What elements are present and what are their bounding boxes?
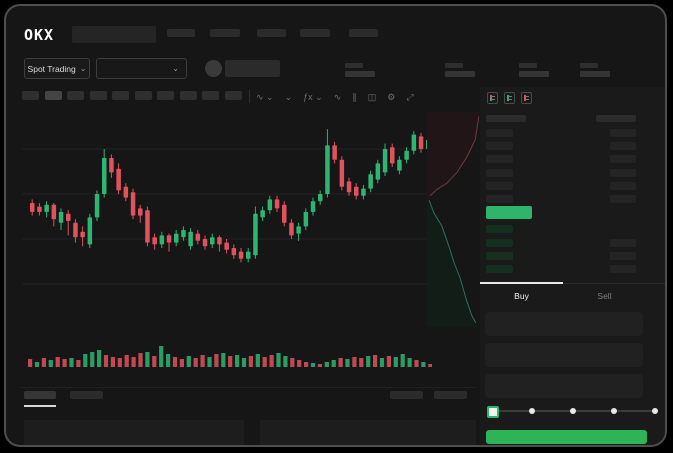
book-combined-icon[interactable] bbox=[487, 92, 498, 104]
ask-amount-placeholder bbox=[610, 169, 636, 177]
ask-amount-placeholder bbox=[610, 142, 636, 150]
tabs-divider bbox=[480, 283, 665, 284]
order-input-field[interactable] bbox=[485, 312, 643, 336]
stat-label-placeholder bbox=[445, 63, 463, 68]
slider-stop[interactable] bbox=[529, 408, 535, 414]
buy-submit-button[interactable] bbox=[486, 430, 647, 444]
timeframe-button[interactable] bbox=[134, 91, 152, 100]
line-tool-icon[interactable]: ∿ bbox=[333, 92, 342, 102]
bottom-tab-history[interactable] bbox=[70, 391, 103, 399]
last-price-badge[interactable] bbox=[486, 206, 532, 219]
tab-buy[interactable]: Buy bbox=[514, 291, 529, 301]
orderbook-price-header bbox=[486, 115, 526, 122]
stat-label-placeholder bbox=[580, 63, 598, 68]
book-bids-icon[interactable] bbox=[504, 92, 515, 104]
stat-label-placeholder bbox=[519, 63, 537, 68]
fullscreen-icon[interactable]: ⤢ bbox=[406, 92, 414, 102]
nav-item-placeholder[interactable] bbox=[257, 29, 286, 37]
bid-amount-placeholder bbox=[610, 239, 636, 247]
bottom-tab-underline bbox=[24, 405, 56, 407]
amount-slider[interactable] bbox=[487, 406, 658, 418]
bid-amount-placeholder bbox=[610, 265, 636, 273]
depth-chart bbox=[427, 112, 480, 327]
bottom-divider bbox=[20, 387, 476, 388]
chevron-down-icon: ⌄ bbox=[79, 63, 87, 73]
candle-style-icon[interactable]: ∿ ⌄ bbox=[256, 92, 274, 102]
nav-item-placeholder[interactable] bbox=[349, 29, 378, 37]
draw-tool-icon[interactable]: ∥ bbox=[352, 92, 357, 102]
timeframe-button[interactable] bbox=[89, 91, 107, 100]
stat-value-placeholder bbox=[445, 71, 475, 77]
order-input-field[interactable] bbox=[485, 374, 643, 398]
search-input[interactable] bbox=[72, 26, 156, 43]
timeframe-button[interactable] bbox=[67, 91, 84, 100]
timeframe-button[interactable] bbox=[112, 91, 129, 100]
bid-price-placeholder[interactable] bbox=[486, 252, 513, 260]
timeframe-button[interactable] bbox=[22, 91, 39, 100]
ask-price-placeholder[interactable] bbox=[486, 155, 513, 163]
bid-price-placeholder[interactable] bbox=[486, 225, 513, 233]
timeframe-button[interactable] bbox=[224, 91, 242, 100]
active-tab-underline bbox=[480, 282, 563, 284]
stat-value-placeholder bbox=[345, 71, 375, 77]
ask-amount-placeholder bbox=[610, 182, 636, 190]
slider-stop[interactable] bbox=[652, 408, 658, 414]
app-frame: OKX Spot Trading ⌄ ⌄ ∿ ⌄ ⌄ ƒx ⌄ ∿ ∥ ◫ ⚙ ⤢ Buy S… bbox=[4, 4, 667, 447]
candlestick-chart[interactable] bbox=[22, 114, 432, 372]
timeframe-button[interactable] bbox=[202, 91, 219, 100]
bid-amount-placeholder bbox=[610, 252, 636, 260]
toolbar-divider bbox=[249, 90, 250, 103]
nav-item-placeholder[interactable] bbox=[167, 29, 195, 37]
orderbook-view-toggle bbox=[487, 92, 532, 104]
nav-item-placeholder[interactable] bbox=[300, 29, 330, 37]
bid-price-placeholder[interactable] bbox=[486, 265, 513, 273]
ask-amount-placeholder bbox=[610, 155, 636, 163]
orders-table-placeholder bbox=[260, 420, 476, 445]
timeframe-button[interactable] bbox=[157, 91, 174, 100]
slider-stop[interactable] bbox=[570, 408, 576, 414]
bid-price-placeholder[interactable] bbox=[486, 239, 513, 247]
stat-label-placeholder bbox=[345, 63, 363, 68]
indicators-icon[interactable]: ƒx ⌄ bbox=[303, 92, 323, 102]
ask-price-placeholder[interactable] bbox=[486, 182, 513, 190]
compare-dropdown-icon[interactable]: ⌄ bbox=[284, 92, 293, 102]
pair-name-placeholder bbox=[225, 60, 280, 77]
bottom-tab-orders[interactable] bbox=[24, 391, 56, 399]
screenshot-icon[interactable]: ◫ bbox=[367, 92, 377, 102]
orderbook-amount-header bbox=[596, 115, 636, 122]
slider-handle[interactable] bbox=[487, 406, 499, 418]
market-type-dropdown[interactable]: Spot Trading ⌄ bbox=[24, 58, 90, 79]
stat-value-placeholder bbox=[519, 71, 549, 77]
chart-tools: ∿ ⌄ ⌄ ƒx ⌄ ∿ ∥ ◫ ⚙ ⤢ bbox=[256, 90, 414, 104]
timeframe-button[interactable] bbox=[44, 91, 62, 100]
nav-item-placeholder[interactable] bbox=[210, 29, 240, 37]
ask-amount-placeholder bbox=[610, 129, 636, 137]
ask-price-placeholder[interactable] bbox=[486, 129, 513, 137]
ask-price-placeholder[interactable] bbox=[486, 142, 513, 150]
bottom-action-placeholder[interactable] bbox=[434, 391, 467, 399]
settings-icon[interactable]: ⚙ bbox=[387, 92, 396, 102]
stat-value-placeholder bbox=[580, 71, 610, 77]
bottom-action-placeholder[interactable] bbox=[390, 391, 423, 399]
order-input-field[interactable] bbox=[485, 343, 643, 367]
book-asks-icon[interactable] bbox=[521, 92, 532, 104]
slider-stop[interactable] bbox=[611, 408, 617, 414]
chevron-down-icon: ⌄ bbox=[172, 63, 179, 73]
okx-logo[interactable]: OKX bbox=[24, 26, 55, 44]
ask-price-placeholder[interactable] bbox=[486, 195, 513, 203]
pair-avatar[interactable] bbox=[205, 60, 222, 77]
orders-table-placeholder bbox=[24, 420, 244, 445]
tab-sell[interactable]: Sell bbox=[597, 291, 612, 301]
pair-selector-dropdown[interactable]: ⌄ bbox=[96, 58, 187, 79]
timeframe-button[interactable] bbox=[179, 91, 197, 100]
ask-price-placeholder[interactable] bbox=[486, 169, 513, 177]
ask-amount-placeholder bbox=[610, 195, 636, 203]
market-type-label: Spot Trading bbox=[27, 63, 76, 74]
